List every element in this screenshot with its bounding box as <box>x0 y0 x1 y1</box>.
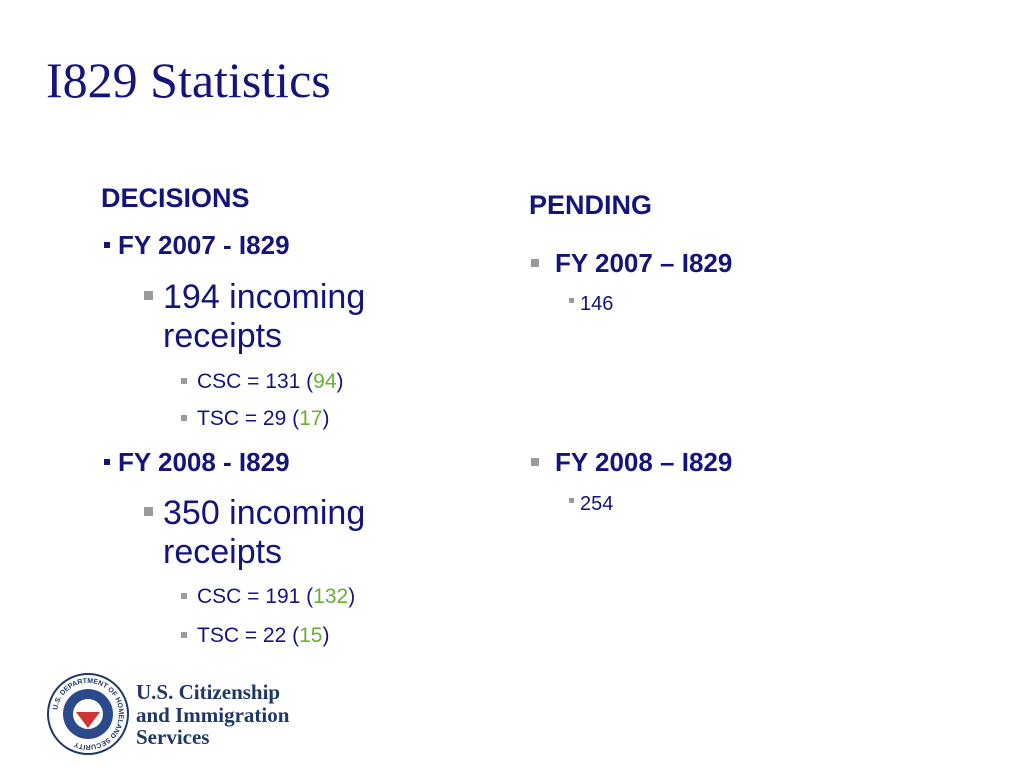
receipts: 194 incoming receipts <box>163 278 366 355</box>
bullet <box>144 507 153 516</box>
center-line: TSC = 29 (17) <box>197 406 329 431</box>
decisions-heading: DECISIONS <box>101 183 250 213</box>
bullet <box>181 415 187 421</box>
center-text: CSC = 191 ( <box>197 585 314 608</box>
seal-shield <box>76 712 100 728</box>
logo-line: U.S. Citizenship <box>136 680 281 704</box>
close: ) <box>336 370 344 393</box>
highlight: 132 <box>313 585 349 608</box>
center-text: CSC = 131 ( <box>197 370 314 393</box>
bullet <box>531 259 539 267</box>
bullet <box>531 458 539 466</box>
bullet <box>144 291 153 300</box>
logo-line: and Immigration <box>136 703 290 727</box>
highlight: 94 <box>313 370 337 393</box>
bullet <box>181 378 187 384</box>
pending-count: 254 <box>580 493 614 515</box>
bullet <box>569 498 574 503</box>
center-line: CSC = 191 (132) <box>197 584 355 609</box>
fy-label: FY 2007 - I829 <box>118 230 290 260</box>
fy-label: FY 2007 – I829 <box>555 248 733 278</box>
close: ) <box>322 624 330 647</box>
center-text: TSC = 29 ( <box>197 407 300 430</box>
bullet <box>569 298 574 303</box>
logo-line: Services <box>136 725 210 749</box>
close: ) <box>348 585 356 608</box>
bullet <box>104 242 110 248</box>
center-line: TSC = 22 (15) <box>197 623 329 648</box>
center-line: CSC = 131 (94) <box>197 369 344 394</box>
pending-heading: PENDING <box>529 190 653 220</box>
slide-title: I829 Statistics <box>46 52 331 108</box>
bullet <box>104 459 110 465</box>
seal: U.S. DEPARTMENT OF HOMELAND SECURITY <box>47 673 129 755</box>
receipts: 350 incoming receipts <box>163 494 366 571</box>
center-text: TSC = 22 ( <box>197 624 300 647</box>
bullet <box>181 632 187 638</box>
highlight: 17 <box>299 407 323 430</box>
fy-label: FY 2008 – I829 <box>555 447 733 477</box>
highlight: 15 <box>299 624 323 647</box>
fy-label: FY 2008 - I829 <box>118 447 290 477</box>
bullet <box>181 593 187 599</box>
pending-count: 146 <box>580 293 614 315</box>
close: ) <box>322 407 330 430</box>
